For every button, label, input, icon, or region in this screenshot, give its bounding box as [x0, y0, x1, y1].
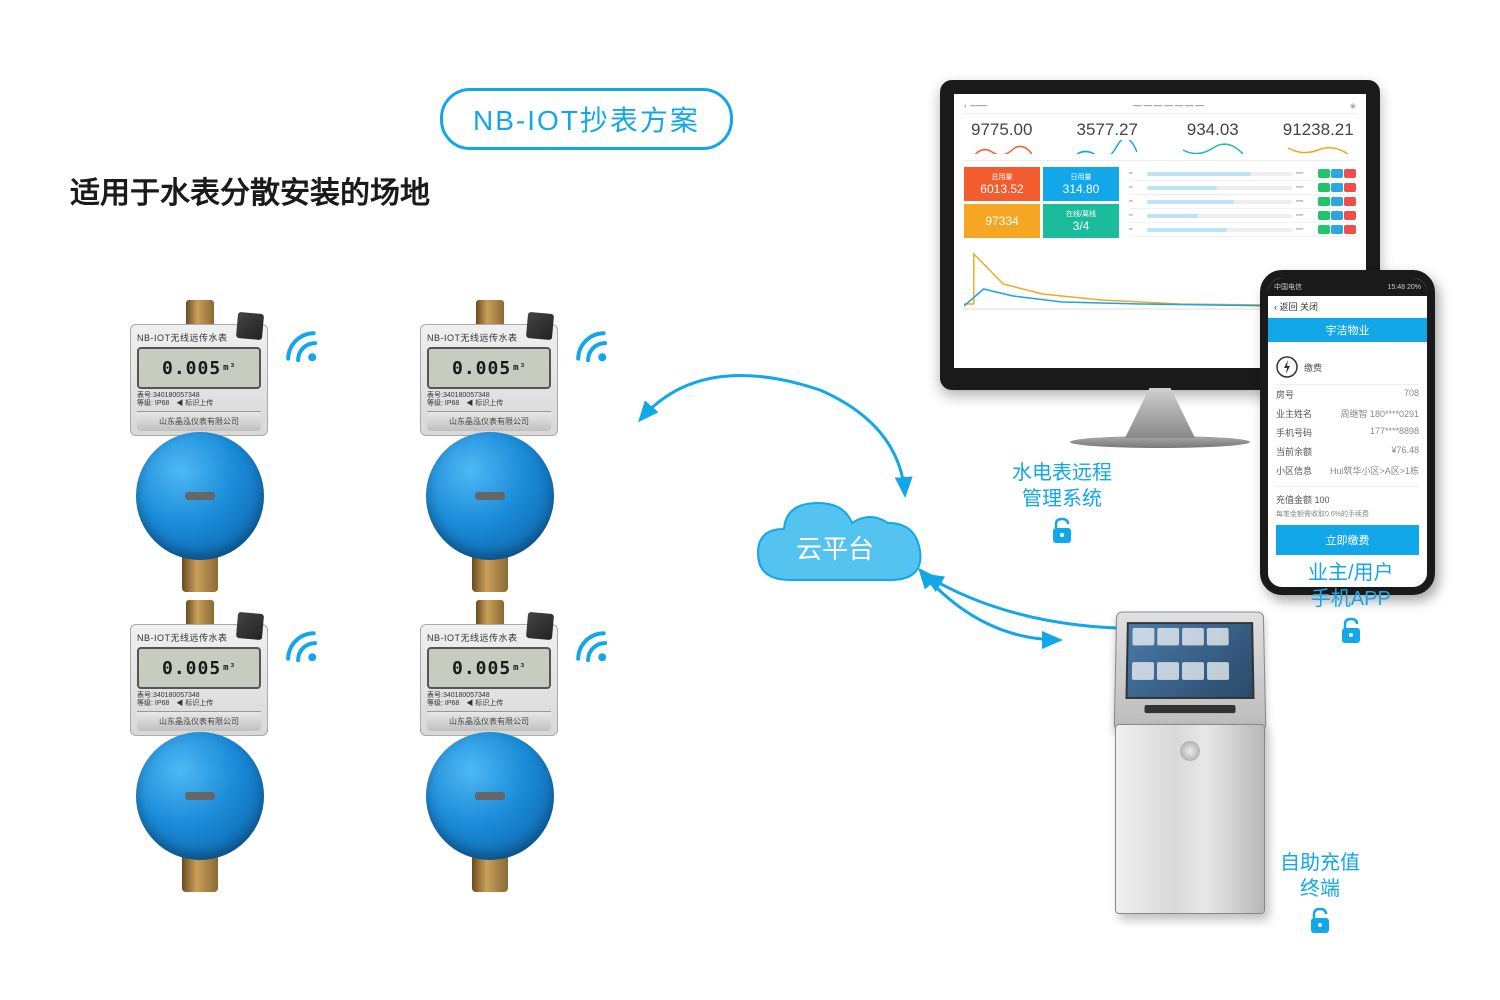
wifi-icon [280, 325, 336, 371]
phone-tip: 每笔金额需收取0.6%的手续费 [1276, 509, 1419, 519]
pay-button[interactable]: 立即缴费 [1276, 525, 1419, 555]
water-meter: NB-IOT无线远传水表 0.005m³ 表号:340180057348等级: … [130, 600, 270, 892]
bolt-icon [1276, 356, 1298, 378]
wifi-icon [570, 325, 626, 371]
water-meter: NB-IOT无线远传水表 0.005m³ 表号:340180057348等级: … [130, 300, 270, 592]
pc-system-label: 水电表远程 管理系统 [1012, 460, 1112, 546]
self-service-kiosk [1115, 610, 1275, 914]
table-row: ━ ━━ [1129, 181, 1356, 195]
status-battery: 15:48 20% [1388, 284, 1421, 291]
dashboard-tile: 在线/离线3/4 [1043, 204, 1119, 238]
lock-open-icon [1306, 906, 1334, 936]
wifi-icon [280, 625, 336, 671]
info-row: 当前余额¥76.48 [1276, 442, 1419, 461]
info-row: 小区信息Hui筑华小区>A区>1栋 [1276, 461, 1419, 480]
info-row: 房号708 [1276, 385, 1419, 404]
lock-open-icon [1048, 516, 1076, 546]
phone-nav-back[interactable]: ‹ 返回 关闭 [1268, 296, 1427, 318]
app-system-label: 业主/用户 手机APP [1308, 560, 1394, 646]
info-row: 手机号码177****8898 [1276, 423, 1419, 442]
kiosk-system-label: 自助充值 终端 [1280, 850, 1360, 936]
table-row: ━ ━━ [1129, 167, 1356, 181]
dashboard-tile: 日用量314.80 [1043, 167, 1119, 201]
table-row: ━ ━━ [1129, 209, 1356, 223]
dashboard-stat: 934.03 [1175, 120, 1251, 156]
recharge-label: 充值金额 100 [1276, 493, 1330, 506]
user-placeholder: ◉ [1350, 102, 1356, 110]
phone-title: 宇洁物业 [1268, 318, 1427, 342]
info-row: 业主姓名周继智 180****0291 [1276, 404, 1419, 423]
nav-placeholder: ━━ ━━ ━━ ━━ ━━ ━━ ━━ [1133, 102, 1204, 110]
cloud-label: 云平台 [796, 529, 874, 566]
cloud-platform: 云平台 [740, 485, 940, 620]
table-row: ━ ━━ [1129, 195, 1356, 209]
subtitle: 适用于水表分散安装的场地 [70, 168, 430, 212]
dashboard-stat: 3577.27 [1070, 120, 1146, 156]
kiosk-screen [1125, 622, 1254, 699]
water-meter: NB-IOT无线远传水表 0.005m³ 表号:340180057348等级: … [420, 300, 560, 592]
table-row: ━ ━━ [1129, 223, 1356, 237]
pay-icon-label: 缴费 [1304, 361, 1322, 374]
lock-open-icon [1337, 616, 1365, 646]
dashboard-tile: 总用量6013.52 [964, 167, 1040, 201]
mobile-app: 中国电信 15:48 20% ‹ 返回 关闭 宇洁物业 缴费 房号708业主姓名… [1260, 270, 1435, 595]
dashboard-stat: 91238.21 [1281, 120, 1357, 156]
title-pill: NB-IOT抄表方案 [440, 88, 733, 150]
wifi-icon [570, 625, 626, 671]
water-meter: NB-IOT无线远传水表 0.005m³ 表号:340180057348等级: … [420, 600, 560, 892]
dashboard-stat: 9775.00 [964, 120, 1040, 156]
logo-placeholder: ◐ ━━━━ [964, 102, 987, 110]
status-carrier: 中国电信 [1274, 282, 1302, 292]
dashboard-tile: 97334 [964, 204, 1040, 238]
